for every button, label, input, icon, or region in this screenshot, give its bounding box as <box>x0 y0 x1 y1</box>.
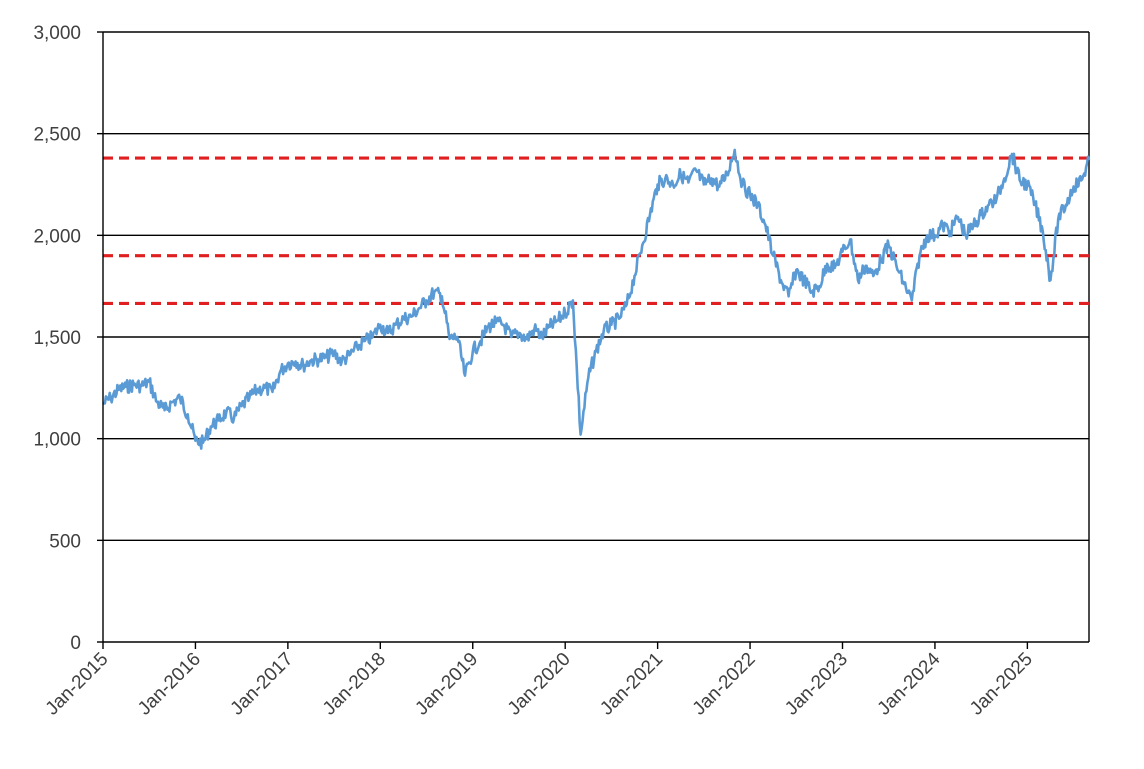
y-tick-label: 0 <box>70 633 81 654</box>
series-line <box>102 148 1091 450</box>
y-tick-label: 500 <box>49 531 81 552</box>
y-tick-label: 1,500 <box>33 328 81 349</box>
y-tick-label: 2,000 <box>33 226 81 247</box>
gridlines <box>103 31 1089 542</box>
y-axis-tick-labels: 0 500 1,000 1,500 2,000 2,500 3,000 <box>33 23 81 654</box>
y-tick-label: 2,500 <box>33 125 81 146</box>
axes <box>97 31 1089 649</box>
reference-lines <box>103 156 1089 306</box>
y-tick-label: 3,000 <box>33 23 81 44</box>
series-layer <box>102 148 1091 450</box>
y-tick-label: 1,000 <box>33 430 81 451</box>
